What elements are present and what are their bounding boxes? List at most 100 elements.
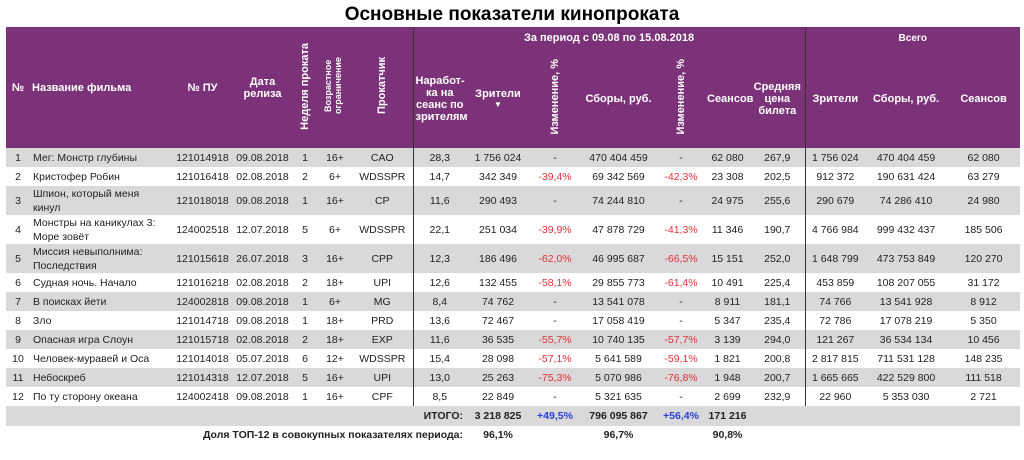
cell-week: 3	[292, 244, 318, 273]
cell-name: Мег: Монстр глубины	[30, 148, 172, 167]
cell-age: 6+	[318, 292, 352, 311]
cell-per-seance: 14,7	[412, 167, 466, 186]
cell-viewers: 251 034	[479, 223, 517, 236]
cell-total-gross: 470 404 459	[865, 148, 948, 167]
share-gross: 96,7%	[580, 426, 657, 444]
share-viewers: 96,1%	[466, 426, 530, 444]
cell-seances: 2 699	[714, 390, 741, 403]
col-num: №	[6, 27, 30, 148]
cell-age: 18+	[326, 314, 344, 327]
cell-per-seance: 15,4	[412, 349, 466, 368]
cell-pu: 121014918	[172, 148, 233, 167]
cell-week: 1	[292, 186, 318, 215]
sort-down-icon[interactable]: ▼	[494, 100, 502, 109]
cell-change2: -41,3%	[664, 223, 698, 236]
cell-distributor: UPI	[352, 368, 413, 387]
cell-total-seances: 62 080	[947, 148, 1021, 167]
cell-age: 12+	[326, 352, 344, 365]
cell-change1: -57,1%	[538, 352, 572, 365]
cell-change1: -62,0%	[530, 244, 580, 273]
cell-total-viewers: 1 665 665	[804, 368, 866, 387]
cell-seances: 8 911	[705, 292, 750, 311]
cell-total-seances: 24 980	[947, 186, 1021, 215]
cell-pu: 121015618	[172, 244, 233, 273]
cell-distributor: MG	[352, 292, 413, 311]
cell-num: 2	[15, 170, 21, 183]
cell-distributor: EXP	[352, 330, 413, 349]
cell-name: Монстры на каникулах 3: Море зовёт	[33, 216, 156, 243]
cell-total-gross: 422 529 800	[865, 368, 948, 387]
cell-change2: -76,8%	[657, 368, 705, 387]
cell-seances: 62 080	[705, 148, 750, 167]
cell-change2: -66,5%	[657, 244, 705, 273]
col-total-seances: Сеансов	[947, 49, 1021, 148]
cell-week: 1	[292, 292, 318, 311]
cell-change2: -42,3%	[664, 170, 698, 183]
cell-avg-price: 225,4	[764, 276, 791, 289]
cell-per-seance: 12,6	[412, 273, 466, 292]
page-title: Основные показатели кинопроката	[344, 4, 680, 25]
share-seances: 90,8%	[705, 426, 750, 444]
cell-total-viewers: 74 766	[804, 292, 866, 311]
cell-avg-price: 200,7	[750, 368, 806, 387]
totals-viewers: 3 218 825	[466, 406, 530, 426]
table-row: 12 По ту сторону океана 124002418 09.08.201…	[6, 387, 1020, 406]
cell-total-seances: 5 350	[970, 314, 997, 327]
cell-total-viewers: 290 679	[804, 186, 866, 215]
cell-num: 7	[6, 292, 30, 311]
cell-gross: 69 342 569	[592, 170, 645, 183]
cell-total-seances: 63 279	[967, 170, 1000, 183]
totals-label: ИТОГО:	[6, 406, 466, 426]
cell-change2: -59,1%	[664, 352, 698, 365]
cell-num: 10	[12, 352, 24, 365]
cell-distributor: UPI	[373, 276, 391, 289]
cell-change1: -	[530, 186, 580, 215]
cell-change1: -	[553, 314, 557, 327]
col-gross: Сборы, руб.	[580, 49, 657, 148]
group-period: За период с 09.08 по 15.08.2018	[412, 27, 806, 49]
table-row: 4 Монстры на каникулах 3: Море зовёт 12400…	[6, 215, 1020, 244]
cell-total-gross: 17 078 219	[879, 314, 933, 327]
cell-viewers: 290 493	[466, 186, 530, 215]
cell-total-seances: 10 456	[947, 330, 1021, 349]
cell-avg-price: 235,4	[764, 314, 791, 327]
cell-release: 05.07.2018	[236, 352, 289, 365]
cell-release: 09.08.2018	[233, 148, 292, 167]
cell-week: 5	[302, 223, 308, 236]
cell-change1: -39,9%	[538, 223, 572, 236]
cell-name: Зло	[33, 314, 52, 327]
cell-avg-price: 252,0	[750, 244, 806, 273]
cell-total-seances: 2 721	[970, 390, 997, 403]
cell-pu: 124002518	[176, 223, 229, 236]
cell-viewers: 72 467	[481, 314, 515, 327]
cell-gross: 29 855 773	[592, 276, 645, 289]
cell-week: 2	[292, 330, 318, 349]
cell-week: 2	[302, 276, 308, 289]
cell-change2: -	[657, 186, 705, 215]
cell-per-seance: 22,1	[412, 215, 466, 244]
table-row: 11 Небоскреб 121014318 12.07.2018 5 16+ UPI 13,…	[6, 368, 1021, 387]
cell-seances: 3 139	[705, 330, 750, 349]
col-change1-label: Изменение, %	[549, 59, 561, 135]
col-viewers[interactable]: Зрители ▼	[466, 49, 530, 148]
cell-change2: -	[679, 390, 683, 403]
totals-filler	[750, 406, 1021, 426]
cell-avg-price: 200,8	[764, 352, 791, 365]
cell-name: Кристофер Робин	[33, 170, 120, 183]
cell-seances: 10 491	[711, 276, 744, 289]
cell-seances: 23 308	[711, 170, 744, 183]
cell-change1: -75,3%	[530, 368, 580, 387]
col-change2-label: Изменение, %	[675, 59, 687, 135]
cell-total-viewers: 22 960	[804, 387, 866, 406]
cell-num: 9	[6, 330, 30, 349]
cell-release: 09.08.2018	[236, 314, 289, 327]
cell-pu: 124002818	[172, 292, 233, 311]
cell-change1: -	[530, 148, 580, 167]
totals-row: ИТОГО: 3 218 825 +49,5% 796 095 867 +56,…	[6, 406, 1021, 426]
cell-per-seance: 13,0	[412, 368, 466, 387]
cell-num: 5	[6, 244, 30, 273]
totals-gross: 796 095 867	[580, 406, 657, 426]
cell-pu: 121018018	[172, 186, 233, 215]
cell-per-seance: 12,3	[412, 244, 466, 273]
